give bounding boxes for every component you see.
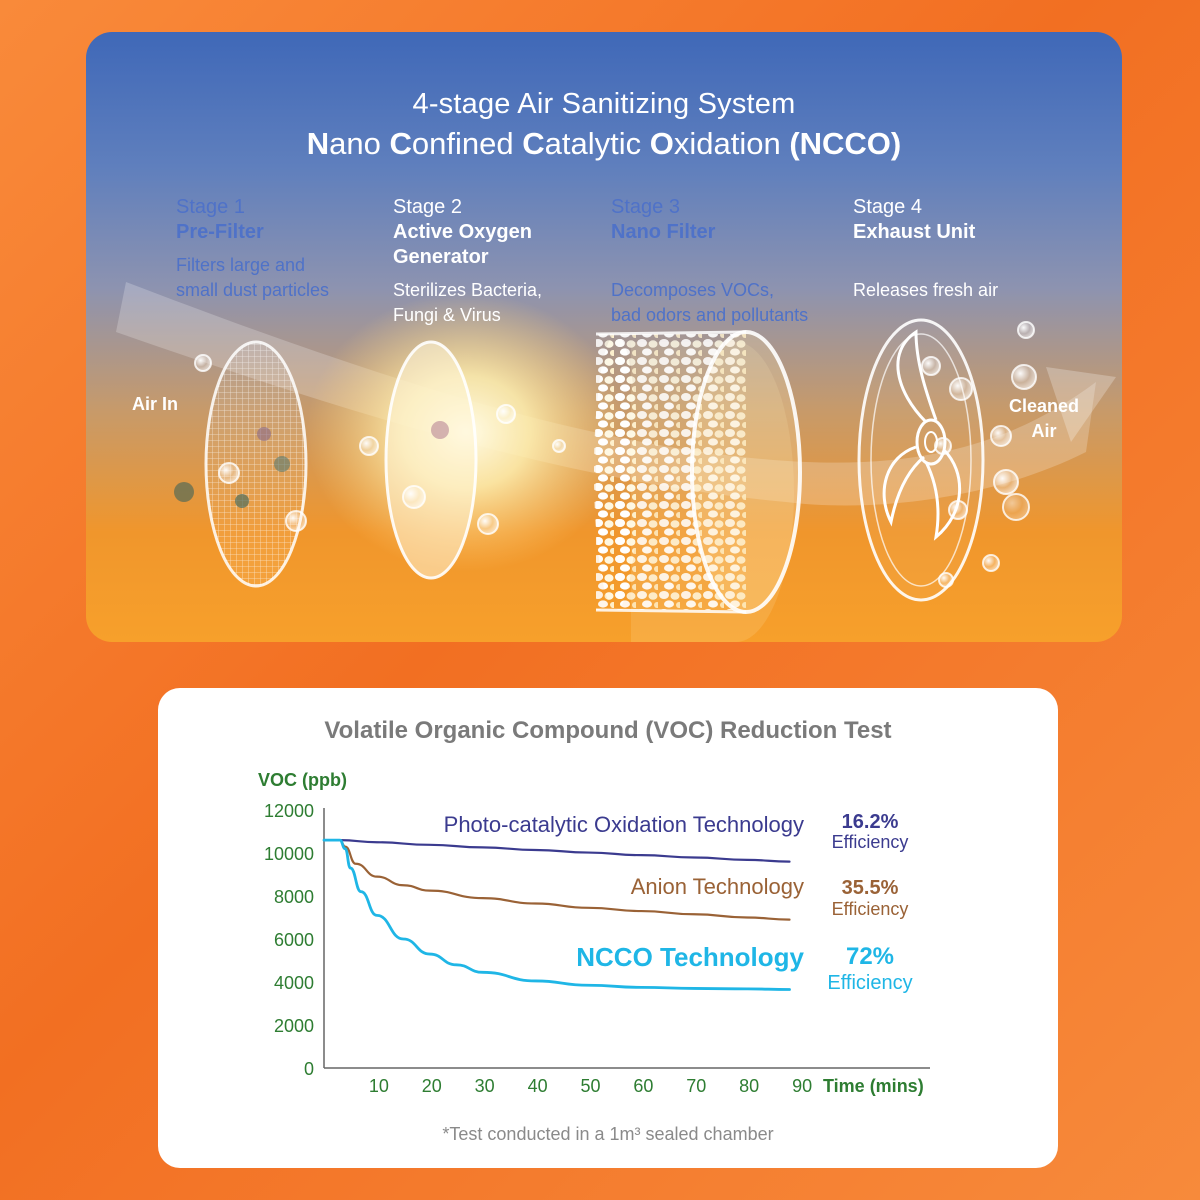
air-in-label: Air In	[132, 394, 179, 414]
subtitle-part: ano	[329, 126, 390, 161]
stage-description: Releases fresh air	[853, 280, 999, 300]
chart-footnote: *Test conducted in a 1m³ sealed chamber	[442, 1124, 773, 1144]
stage-description: Decomposes VOCs, bad odors and pollutant…	[611, 280, 809, 325]
chart-title: Volatile Organic Compound (VOC) Reductio…	[324, 717, 891, 744]
voc-chart-panel: Volatile Organic Compound (VOC) Reductio…	[158, 688, 1058, 1168]
subtitle-part: onfined	[411, 126, 523, 161]
stage-name: Nano Filter	[611, 221, 716, 243]
subtitle-part: N	[306, 126, 330, 161]
stage-1: Stage 1 Pre-Filter Filters large and sma…	[176, 194, 329, 303]
x-axis-label: Time (mins)	[823, 1076, 924, 1096]
efficiency-value: 16.2%	[842, 811, 899, 833]
airflow-illustration	[116, 282, 1116, 642]
dust-particle-icon	[235, 494, 249, 508]
airflow-arrowhead	[1046, 367, 1116, 442]
x-tick-label: 40	[528, 1076, 548, 1096]
voc-reduction-chart: Volatile Organic Compound (VOC) Reductio…	[258, 717, 930, 1144]
y-tick-label: 10000	[264, 844, 314, 864]
series-label: NCCO Technology	[576, 942, 804, 972]
efficiency-value: 72%	[846, 943, 894, 970]
y-axis-label: VOC (ppb)	[258, 770, 347, 790]
y-tick-label: 8000	[274, 887, 314, 907]
x-tick-label: 60	[633, 1076, 653, 1096]
stage-name: Pre-Filter	[176, 221, 264, 243]
stage-name: Active Oxygen Generator	[393, 221, 532, 268]
dust-particle-icon	[257, 427, 271, 441]
stage-description: Sterilizes Bacteria, Fungi & Virus	[393, 280, 543, 325]
subtitle-part: (NCCO)	[789, 126, 902, 161]
stage-number: Stage 2	[393, 196, 462, 218]
series-label: Photo-catalytic Oxidation Technology	[444, 812, 804, 837]
subtitle-part: C	[522, 126, 545, 161]
dust-particle-icon	[174, 482, 194, 502]
nano-filter-cylinder-icon	[594, 330, 802, 642]
stage-description: Filters large and small dust particles	[176, 255, 330, 300]
stage-name: Exhaust Unit	[853, 221, 976, 243]
series-line-ncco	[322, 838, 791, 991]
efficiency-label: Efficiency	[832, 832, 909, 852]
series-line-pco	[322, 839, 791, 863]
efficiency-value: 35.5%	[842, 877, 899, 899]
subtitle-part: O	[649, 126, 674, 161]
y-tick-label: 12000	[264, 801, 314, 821]
x-tick-label: 20	[422, 1076, 442, 1096]
exhaust-fan-icon	[857, 318, 985, 602]
y-tick-label: 2000	[274, 1016, 314, 1036]
y-tick-label: 0	[304, 1059, 314, 1079]
stage-4: Stage 4 Exhaust Unit Releases fresh air	[853, 194, 998, 303]
subtitle-part: C	[389, 126, 412, 161]
x-tick-label: 80	[739, 1076, 759, 1096]
stage-number: Stage 4	[853, 196, 922, 218]
series-label: Anion Technology	[631, 874, 804, 899]
x-tick-label: 10	[369, 1076, 389, 1096]
stage-number: Stage 1	[176, 196, 245, 218]
efficiency-label: Efficiency	[827, 972, 912, 994]
series-line-anion	[322, 839, 791, 921]
y-tick-label: 4000	[274, 973, 314, 993]
stage-2: Stage 2 Active Oxygen Generator Steriliz…	[393, 194, 563, 328]
x-tick-label: 90	[792, 1076, 812, 1096]
y-tick-label: 6000	[274, 930, 314, 950]
subtitle-part: atalytic	[544, 126, 650, 161]
oxygen-generator-icon	[306, 292, 626, 580]
stage-3: Stage 3 Nano Filter Decomposes VOCs, bad…	[611, 194, 808, 328]
stage-number: Stage 3	[611, 196, 680, 218]
efficiency-label: Efficiency	[832, 899, 909, 919]
system-title: 4-stage Air Sanitizing System	[412, 88, 796, 120]
cleaned-air-label: Cleaned Air	[1008, 396, 1080, 441]
ncco-system-panel: 4-stage Air Sanitizing System Nano Confi…	[86, 32, 1122, 642]
mesh-filter-icon	[204, 340, 308, 588]
subtitle-part: xidation	[673, 126, 790, 161]
x-tick-label: 70	[686, 1076, 706, 1096]
x-tick-label: 30	[475, 1076, 495, 1096]
dust-particle-icon	[274, 456, 290, 472]
bubble-icon	[194, 321, 1037, 588]
x-tick-label: 50	[580, 1076, 600, 1096]
system-subtitle: Nano Confined Catalytic Oxidation (NCCO)	[86, 126, 1122, 162]
